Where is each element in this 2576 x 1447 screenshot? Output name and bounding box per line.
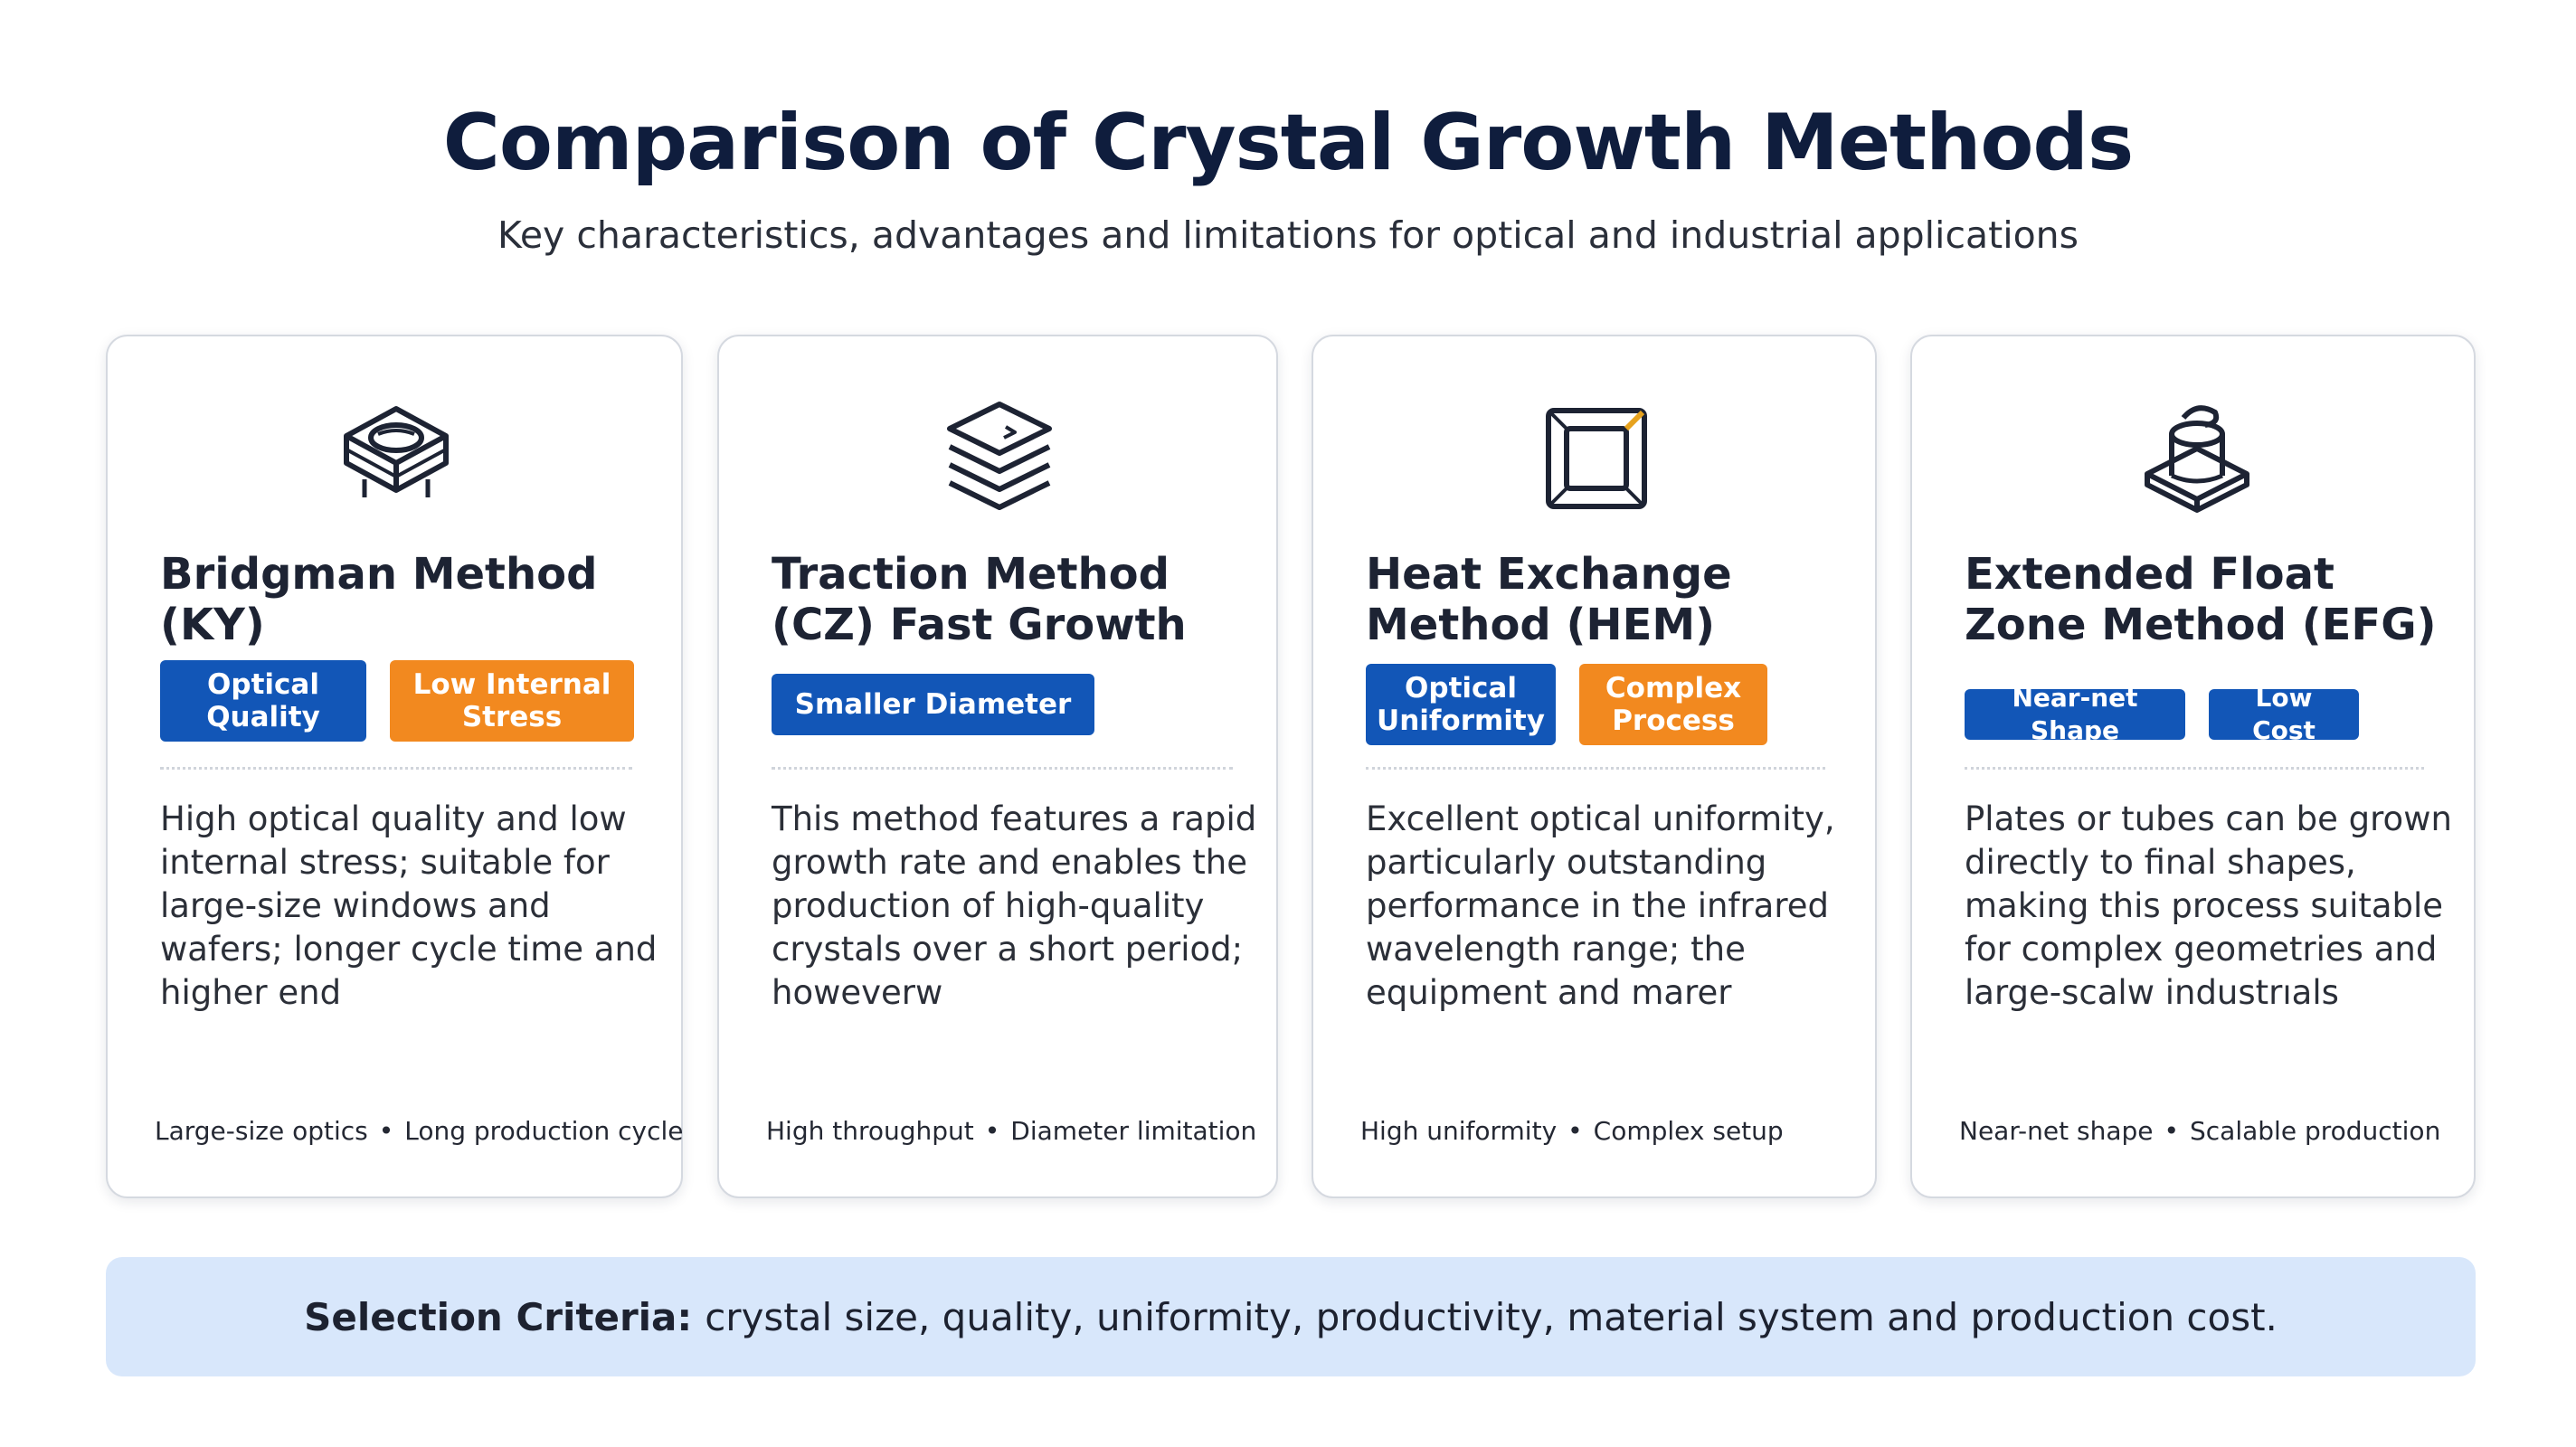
method-description: High optical quality and low internal st…	[160, 799, 658, 1012]
method-description: This method features a rapid growth rate…	[772, 799, 1257, 1012]
tag-smaller-diameter: Smaller Diameter	[772, 674, 1094, 735]
footer-advantage: Near-net shape	[1959, 1116, 2154, 1146]
card-footer: Large-size optics • Long production cycle	[155, 1116, 688, 1146]
tag-near-net-shape: Near-net Shape	[1965, 683, 2185, 745]
footer-limitation: Scalable production	[2190, 1116, 2441, 1146]
bullet-separator: •	[378, 1116, 394, 1146]
footer-limitation: Diameter limitation	[1010, 1116, 1257, 1146]
divider	[1366, 767, 1825, 770]
page-title: Comparison of Crystal Growth Methods	[442, 98, 2134, 188]
tag-group: Optical Quality Low Internal Stress	[160, 660, 634, 742]
footer-advantage: High uniformity	[1360, 1116, 1558, 1146]
method-description: Plates or tubes can be grown directly to…	[1965, 799, 2452, 1012]
method-name: Bridgman Method (KY)	[160, 549, 598, 650]
tag-optical-uniformity: Optical Uniformity	[1366, 664, 1556, 745]
heat-exchanger-icon	[1529, 391, 1664, 526]
card-footer: High uniformity • Complex setup	[1360, 1116, 1894, 1146]
criteria-text: crystal size, quality, uniformity, produ…	[705, 1294, 2278, 1339]
tag-low-internal-stress: Low Internal Stress	[390, 660, 634, 742]
tag-complex-process: Complex Process	[1579, 664, 1767, 745]
method-card-heat-exchange: Heat Exchange Method (HEM) Optical Unifo…	[1312, 335, 1877, 1198]
method-card-bridgman: Bridgman Method (KY) Optical Quality Low…	[106, 335, 684, 1198]
footer-limitation: Complex setup	[1593, 1116, 1784, 1146]
crystal-box-icon	[328, 391, 464, 526]
criteria-label: Selection Criteria:	[304, 1294, 693, 1339]
divider	[1965, 767, 2424, 770]
tag-optical-quality: Optical Quality	[160, 660, 366, 742]
card-footer: Near-net shape • Scalable production	[1959, 1116, 2493, 1146]
bullet-separator: •	[984, 1116, 1000, 1146]
method-card-traction: Traction Method (CZ) Fast Growth Smaller…	[717, 335, 1278, 1198]
tag-group: Smaller Diameter	[772, 674, 1094, 735]
divider	[772, 767, 1233, 770]
tag-group: Near-net Shape Low Cost	[1965, 683, 2359, 745]
page-subtitle: Key characteristics, advantages and limi…	[497, 213, 2079, 257]
stacked-layers-icon	[932, 391, 1067, 526]
bullet-separator: •	[1567, 1116, 1583, 1146]
method-name: Extended Float Zone Method (EFG)	[1965, 549, 2437, 650]
method-card-efg: Extended Float Zone Method (EFG) Near-ne…	[1910, 335, 2476, 1198]
card-footer: High throughput • Diameter limitation	[766, 1116, 1300, 1146]
footer-advantage: High throughput	[766, 1116, 974, 1146]
tag-group: Optical Uniformity Complex Process	[1366, 664, 1767, 745]
bullet-separator: •	[2164, 1116, 2180, 1146]
method-name: Heat Exchange Method (HEM)	[1366, 549, 1732, 650]
tag-low-cost: Low Cost	[2209, 683, 2359, 745]
selection-criteria-banner: Selection Criteria: crystal size, qualit…	[106, 1257, 2476, 1376]
divider	[160, 767, 632, 770]
method-description: Excellent optical uniformity, particular…	[1366, 799, 1835, 1012]
method-name: Traction Method (CZ) Fast Growth	[772, 549, 1187, 650]
footer-limitation: Long production cycle	[404, 1116, 684, 1146]
footer-advantage: Large-size optics	[155, 1116, 368, 1146]
cylinder-die-icon	[2129, 391, 2265, 526]
